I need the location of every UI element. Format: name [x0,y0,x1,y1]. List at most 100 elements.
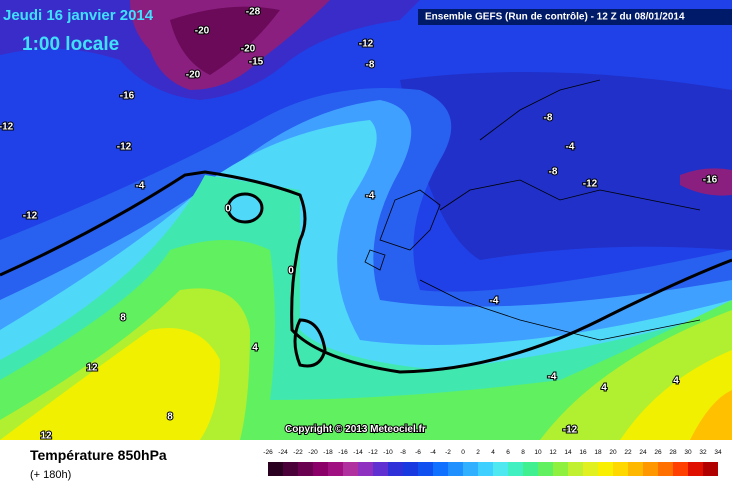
contour-label: -8 [549,167,558,178]
lead-time: (+ 180h) [30,469,71,481]
contour-label: -20 [241,44,256,55]
map: Ensemble GEFS (Run de contrôle) - 12 Z d… [0,0,732,440]
scale-swatch [538,462,553,476]
scale-swatch [643,462,658,476]
contour-label: -16 [120,91,135,102]
scale-swatch [298,462,313,476]
contour-label: 12 [86,363,98,374]
contour-label: -16 [703,175,718,186]
contour-label: 8 [120,313,126,324]
scale-swatch [673,462,688,476]
scale-swatch [388,462,403,476]
scale-label: -2 [445,449,451,456]
scale-label: -16 [338,449,348,456]
field [690,390,732,440]
contour-label: -12 [359,39,374,50]
scale-swatch [523,462,538,476]
model-run: Ensemble GEFS (Run de contrôle) - 12 Z d… [425,12,685,23]
scale-swatch [268,462,283,476]
scale-swatch [313,462,328,476]
scale-label: 20 [609,449,617,456]
scale-swatch [493,462,508,476]
scale-label: 32 [699,449,707,456]
header-box [418,9,732,25]
scale-swatch [448,462,463,476]
scale-label: 4 [491,449,495,456]
scale-swatch [403,462,418,476]
scale-swatch [373,462,388,476]
scale-swatch [478,462,493,476]
contour-label: -4 [136,181,145,192]
scale-label: 24 [639,449,647,456]
scale-label: 28 [669,449,677,456]
scale-label: 0 [461,449,465,456]
local-time: 1:00 locale [22,34,119,55]
contour-label: -20 [195,26,210,37]
contour-label: -12 [117,142,132,153]
field-title: Température 850hPa [30,447,167,463]
valid-date: Jeudi 16 janvier 2014 [3,7,154,24]
scale-label: 2 [476,449,480,456]
scale-label: 22 [624,449,632,456]
contour-label: -4 [566,142,575,153]
contour-label: -12 [563,425,578,436]
scale-label: 10 [534,449,542,456]
contour-label: -4 [548,372,557,383]
contour-label: 4 [673,376,679,387]
scale-label: -12 [368,449,378,456]
zero-contour [293,318,327,368]
scale-swatch [598,462,613,476]
scale-swatch [418,462,433,476]
scale-swatch [628,462,643,476]
scale-label: -10 [383,449,393,456]
scale-label: 8 [521,449,525,456]
scale-label: -20 [308,449,318,456]
contour-label: 0 [225,204,231,215]
contour-label: -12 [23,211,38,222]
contour-label: -8 [544,113,553,124]
scale-label: -14 [353,449,363,456]
scale-swatch [508,462,523,476]
contour-label: 4 [601,383,607,394]
contour-label: -12 [583,179,598,190]
contour-label: -28 [246,7,261,18]
cold-field [400,72,732,260]
contour-label: 0 [288,266,294,277]
cold-core [170,6,280,76]
scale-label: 16 [579,449,587,456]
contour-label: 12 [40,431,52,440]
contour-label: -8 [366,60,375,71]
scale-swatch [283,462,298,476]
scale-swatch [703,462,718,476]
scale-label: 30 [684,449,692,456]
contour-label: -12 [0,122,14,133]
scale-label: 18 [594,449,602,456]
scale-label: -24 [278,449,288,456]
scale-swatch [463,462,478,476]
scale-swatch [343,462,358,476]
contour-label: 8 [167,412,173,423]
scale-label: -6 [415,449,421,456]
field [0,328,732,440]
scale-swatch [553,462,568,476]
scale-label: 34 [714,449,722,456]
zero-contour [226,192,264,224]
scale-label: -22 [293,449,303,456]
scale-label: -26 [263,449,273,456]
contour-label: -20 [186,70,201,81]
scale-label: -18 [323,449,333,456]
scale-swatch [583,462,598,476]
coastline [364,79,701,341]
scale-label: 6 [506,449,510,456]
scale-swatch [328,462,343,476]
scale-label: 14 [564,449,572,456]
cold-core [680,168,732,196]
scale-swatch [568,462,583,476]
scale-swatch [688,462,703,476]
scale-label: -8 [400,449,406,456]
contour-label: -4 [490,296,499,307]
scale-label: 12 [549,449,557,456]
contour-label: -15 [249,57,264,68]
contour-label: -4 [366,191,375,202]
